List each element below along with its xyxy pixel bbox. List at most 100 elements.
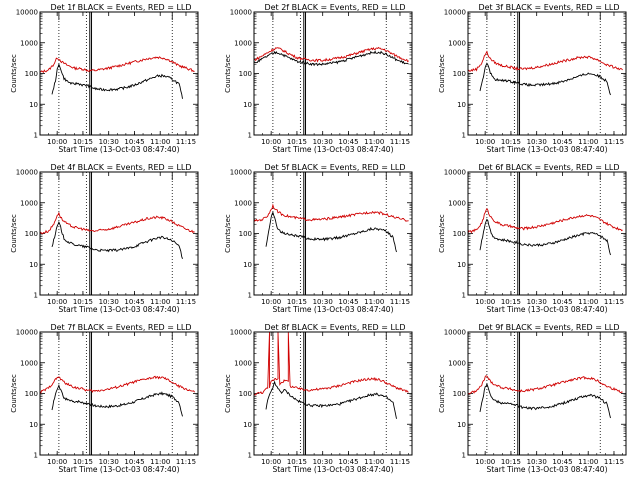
y-axis-label: Counts/sec — [438, 374, 446, 413]
y-tick-label: 100 — [453, 390, 466, 398]
x-tick-label: 11:15 — [604, 458, 624, 466]
x-tick-label: 10:15 — [73, 298, 93, 306]
panel-title: Det 8f BLACK = Events, RED = LLD — [264, 323, 405, 332]
lld-series-line — [40, 375, 195, 395]
events-series-line — [265, 211, 397, 253]
plot-frame — [467, 11, 627, 136]
lld-series-line — [468, 207, 623, 234]
x-axis-label: Start Time (13-Oct-03 08:47:40) — [58, 465, 179, 474]
x-tick-label: 10:30 — [313, 298, 333, 306]
x-tick-label: 10:00 — [475, 458, 495, 466]
x-tick-label: 11:15 — [176, 138, 196, 146]
y-tick-label: 10000 — [230, 9, 252, 17]
x-tick-label: 11:00 — [150, 298, 170, 306]
x-axis-label: Start Time (13-Oct-03 08:47:40) — [272, 305, 393, 314]
y-tick-label: 10 — [243, 261, 252, 269]
y-tick-label: 1000 — [448, 39, 466, 47]
lld-series-line — [254, 203, 409, 223]
panel-title: Det 2f BLACK = Events, RED = LLD — [264, 3, 405, 12]
y-axis-label: Counts/sec — [10, 54, 18, 93]
x-axis-label: Start Time (13-Oct-03 08:47:40) — [486, 145, 607, 154]
x-axis-label: Start Time (13-Oct-03 08:47:40) — [486, 465, 607, 474]
x-tick-label: 10:15 — [501, 298, 521, 306]
x-tick-label: 10:30 — [99, 458, 119, 466]
x-axis-label: Start Time (13-Oct-03 08:47:40) — [58, 305, 179, 314]
x-tick-label: 10:15 — [287, 458, 307, 466]
y-axis-label: Counts/sec — [224, 54, 232, 93]
y-tick-label: 1 — [462, 132, 466, 140]
panel-det-8: Det 8f BLACK = Events, RED = LLD 1 10 100 10… — [224, 323, 413, 474]
x-tick-label: 11:00 — [364, 298, 384, 306]
lld-series-line — [254, 46, 409, 63]
lld-series-line — [40, 211, 195, 235]
y-tick-label: 10000 — [230, 169, 252, 177]
plot-frame — [253, 11, 413, 136]
y-tick-label: 100 — [239, 70, 252, 78]
panel-title: Det 5f BLACK = Events, RED = LLD — [264, 163, 405, 172]
x-tick-label: 10:15 — [501, 138, 521, 146]
y-tick-label: 1000 — [20, 359, 38, 367]
plot-frame — [253, 331, 413, 456]
x-tick-label: 10:45 — [338, 458, 358, 466]
x-tick-label: 10:00 — [47, 458, 67, 466]
lld-series-line — [40, 56, 195, 74]
y-tick-label: 1000 — [234, 39, 252, 47]
x-tick-label: 10:15 — [73, 138, 93, 146]
y-tick-label: 100 — [453, 70, 466, 78]
y-tick-label: 10 — [29, 101, 38, 109]
panel-det-9: Det 9f BLACK = Events, RED = LLD 1 10 100 10… — [438, 323, 627, 474]
y-tick-label: 1000 — [20, 39, 38, 47]
panel-title: Det 4f BLACK = Events, RED = LLD — [50, 163, 191, 172]
x-tick-label: 10:45 — [338, 138, 358, 146]
x-tick-label: 10:45 — [552, 298, 572, 306]
events-series-line — [254, 50, 409, 67]
panel-det-5: Det 5f BLACK = Events, RED = LLD 1 10 100 10… — [224, 163, 413, 314]
y-axis-label: Counts/sec — [224, 374, 232, 413]
x-axis-label: Start Time (13-Oct-03 08:47:40) — [486, 305, 607, 314]
y-tick-label: 10000 — [444, 9, 466, 17]
x-tick-label: 11:00 — [364, 138, 384, 146]
x-tick-label: 10:00 — [261, 298, 281, 306]
panel-det-7: Det 7f BLACK = Events, RED = LLD 1 10 100 10… — [10, 323, 199, 474]
x-tick-label: 10:00 — [261, 138, 281, 146]
x-axis-label: Start Time (13-Oct-03 08:47:40) — [58, 145, 179, 154]
x-axis-label: Start Time (13-Oct-03 08:47:40) — [272, 145, 393, 154]
x-tick-label: 11:00 — [578, 298, 598, 306]
y-tick-label: 100 — [25, 390, 38, 398]
plot-frame — [39, 171, 199, 296]
x-tick-label: 10:45 — [552, 138, 572, 146]
y-tick-label: 1 — [248, 132, 252, 140]
x-tick-label: 11:00 — [578, 458, 598, 466]
x-tick-label: 10:45 — [124, 458, 144, 466]
y-tick-label: 10000 — [444, 329, 466, 337]
y-tick-label: 10000 — [16, 169, 38, 177]
y-tick-label: 1000 — [20, 199, 38, 207]
x-tick-label: 10:15 — [287, 298, 307, 306]
y-tick-label: 1 — [462, 292, 466, 300]
panel-det-2: Det 2f BLACK = Events, RED = LLD 1 10 100 10… — [224, 3, 413, 154]
y-tick-label: 10000 — [16, 9, 38, 17]
y-tick-label: 1 — [34, 132, 38, 140]
y-tick-label: 1 — [34, 292, 38, 300]
x-tick-label: 10:45 — [552, 458, 572, 466]
x-tick-label: 10:45 — [124, 138, 144, 146]
y-tick-label: 10000 — [16, 329, 38, 337]
x-tick-label: 10:15 — [73, 458, 93, 466]
x-tick-label: 10:00 — [47, 138, 67, 146]
plot-frame — [253, 171, 413, 296]
y-tick-label: 100 — [453, 230, 466, 238]
y-axis-label: Counts/sec — [224, 214, 232, 253]
plot-frame — [467, 171, 627, 296]
plot-frame — [467, 331, 627, 456]
panel-title: Det 6f BLACK = Events, RED = LLD — [478, 163, 619, 172]
y-tick-label: 1000 — [234, 199, 252, 207]
plot-frame — [39, 331, 199, 456]
panel-title: Det 7f BLACK = Events, RED = LLD — [50, 323, 191, 332]
y-tick-label: 1000 — [234, 359, 252, 367]
lld-series-line — [468, 375, 623, 395]
x-tick-label: 10:00 — [475, 138, 495, 146]
y-tick-label: 1 — [248, 292, 252, 300]
y-tick-label: 1 — [462, 452, 466, 460]
events-series-line — [479, 218, 611, 256]
